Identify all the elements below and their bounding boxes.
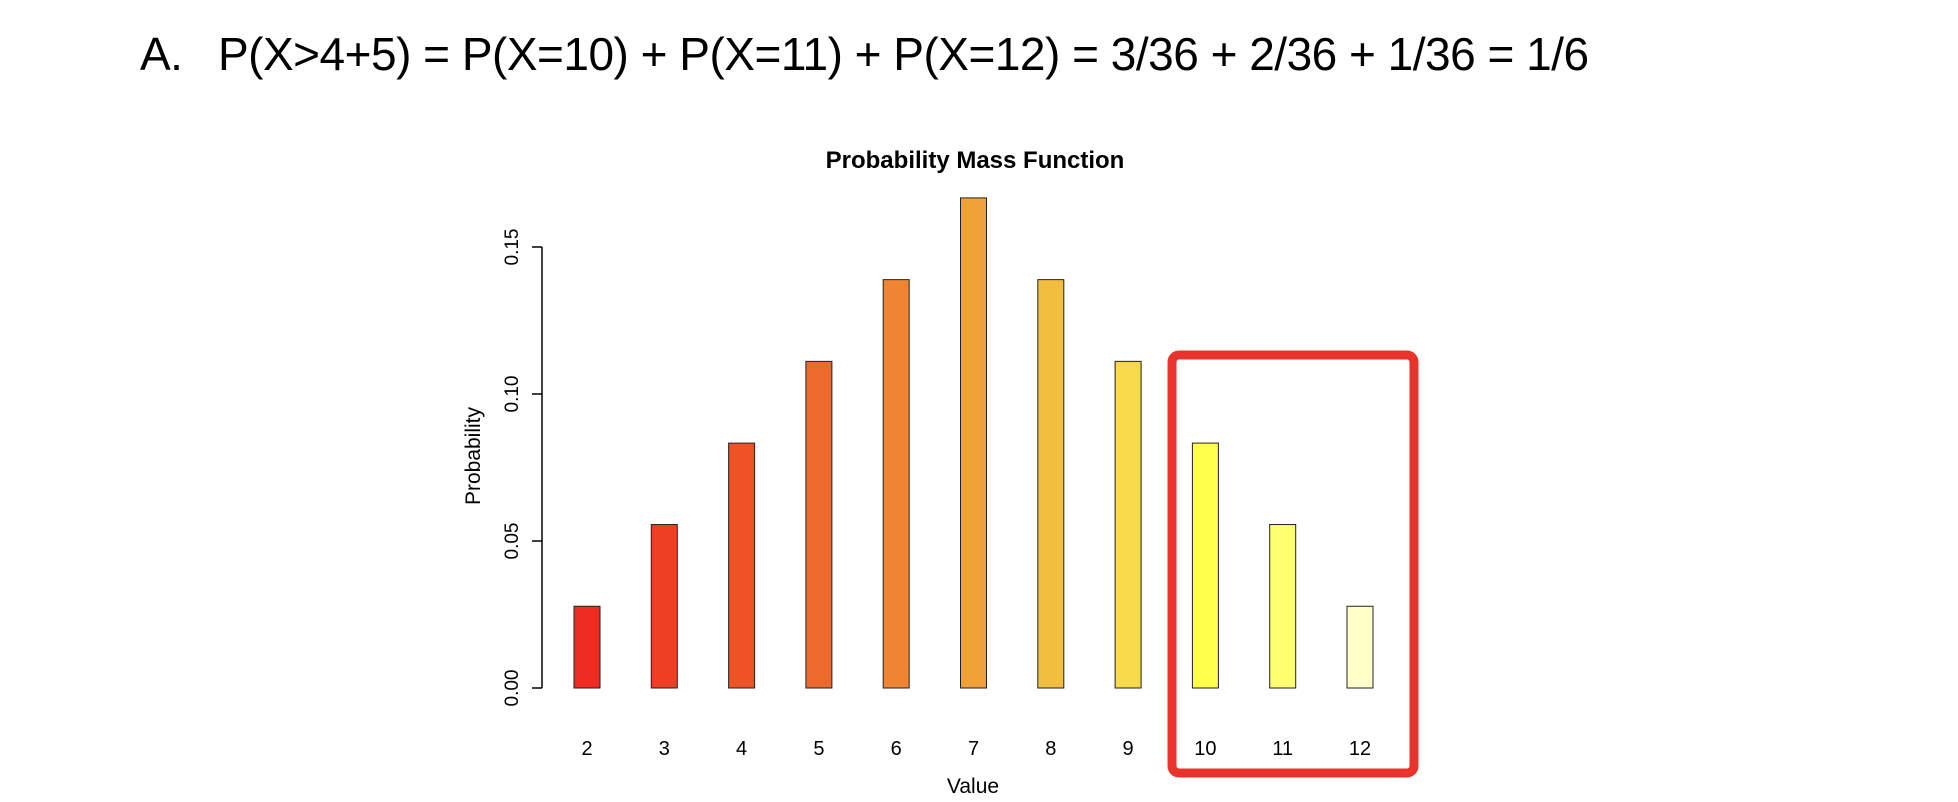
x-tick-label: 7 — [968, 738, 979, 760]
bar-11 — [1269, 524, 1297, 689]
y-tick-label: 0.10 — [502, 376, 523, 413]
x-tick-label: 5 — [813, 738, 824, 760]
x-tick-label: 9 — [1123, 738, 1134, 760]
bar-8 — [1037, 279, 1065, 689]
x-tick-label: 6 — [891, 738, 902, 760]
bar-series — [573, 197, 1374, 689]
bar-4 — [728, 442, 756, 689]
bar-12 — [1346, 605, 1374, 689]
bar-10 — [1191, 442, 1219, 689]
x-tick-label: 2 — [581, 738, 592, 760]
y-axis-label: Probability — [462, 406, 485, 505]
x-tick-label: 3 — [659, 738, 670, 760]
bar-2 — [573, 605, 601, 689]
y-axis-ticks: 0.00 0.05 0.10 0.15 — [502, 229, 542, 707]
y-tick-label: 0.05 — [502, 523, 523, 560]
x-tick-label: 12 — [1349, 738, 1371, 760]
bar-6 — [882, 279, 910, 689]
chart-title: Probability Mass Function — [826, 147, 1125, 174]
x-tick-label: 4 — [736, 738, 747, 760]
y-tick-label: 0.00 — [502, 670, 523, 707]
bar-5 — [805, 360, 833, 689]
x-tick-label: 11 — [1272, 738, 1293, 760]
equation-text: P(X>4+5) = P(X=10) + P(X=11) + P(X=12) =… — [218, 28, 1589, 80]
bar-3 — [650, 524, 678, 689]
bar-9 — [1114, 360, 1142, 689]
equation-heading: A. P(X>4+5) = P(X=10) + P(X=11) + P(X=12)… — [140, 22, 1589, 86]
y-tick-label: 0.15 — [502, 229, 523, 266]
bar-7 — [960, 197, 987, 689]
x-tick-label: 10 — [1194, 738, 1216, 760]
highlight-box — [1167, 350, 1419, 778]
x-axis-tick-labels: 2 3 4 5 6 7 8 9 10 11 12 — [581, 738, 1371, 760]
problem-label: A. — [140, 28, 183, 80]
x-tick-label: 8 — [1045, 738, 1056, 760]
x-axis-label: Value — [947, 775, 999, 798]
